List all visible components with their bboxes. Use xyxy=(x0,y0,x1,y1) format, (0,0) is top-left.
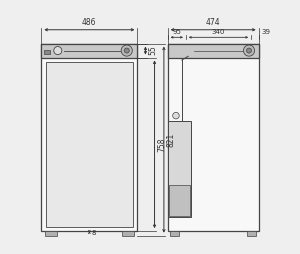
Bar xyxy=(41,44,137,58)
Bar xyxy=(46,62,133,227)
Text: 474: 474 xyxy=(206,18,220,27)
Bar xyxy=(122,231,134,236)
Bar xyxy=(247,231,256,236)
Bar xyxy=(168,44,259,58)
Text: 758: 758 xyxy=(158,137,166,152)
Bar xyxy=(41,44,137,231)
Circle shape xyxy=(121,45,132,56)
Circle shape xyxy=(173,112,179,119)
Bar xyxy=(45,231,56,236)
Text: 8: 8 xyxy=(92,230,96,236)
Text: 95: 95 xyxy=(172,29,181,35)
Circle shape xyxy=(247,48,251,53)
Bar xyxy=(169,185,190,216)
Bar xyxy=(168,44,259,231)
Text: 486: 486 xyxy=(82,18,97,27)
Circle shape xyxy=(124,48,129,53)
Bar xyxy=(168,121,191,217)
Bar xyxy=(44,50,50,54)
Text: 55: 55 xyxy=(148,46,158,55)
Text: 39: 39 xyxy=(261,29,270,35)
Text: 821: 821 xyxy=(167,133,176,147)
Circle shape xyxy=(54,46,62,55)
Circle shape xyxy=(244,45,255,56)
Text: 340: 340 xyxy=(212,29,225,35)
Bar xyxy=(170,231,179,236)
